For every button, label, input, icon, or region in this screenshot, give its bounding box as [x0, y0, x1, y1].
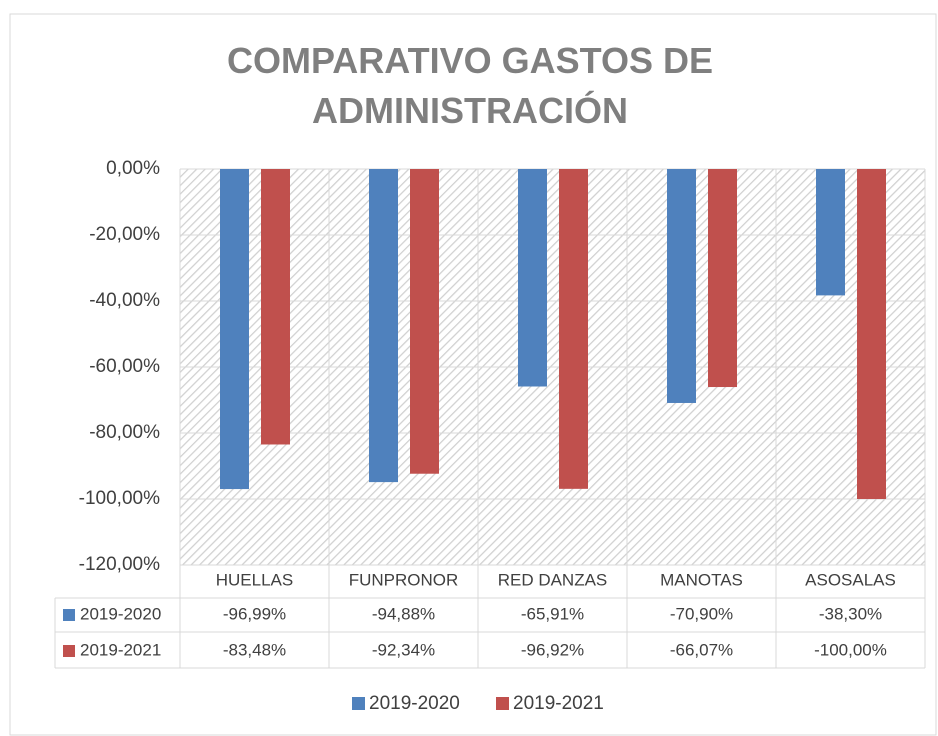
chart-title: COMPARATIVO GASTOS DE ADMINISTRACIÓN: [226, 40, 714, 131]
y-tick-label: 0,00%: [106, 158, 160, 179]
table-value: -94,88%: [372, 604, 435, 623]
table-value: -65,91%: [521, 604, 584, 623]
y-tick-label: -120,00%: [79, 554, 160, 575]
bar: [261, 169, 290, 445]
table-value: -92,34%: [372, 640, 435, 659]
table-legend-key: [63, 609, 75, 621]
category-label: ASOSALAS: [805, 570, 896, 589]
y-tick-label: -20,00%: [89, 224, 160, 245]
table-value: -100,00%: [814, 640, 887, 659]
bar: [667, 169, 696, 403]
bar: [518, 169, 547, 387]
table-value: -83,48%: [223, 640, 286, 659]
category-label: HUELLAS: [216, 570, 293, 589]
bar: [220, 169, 249, 490]
table-value: -66,07%: [670, 640, 733, 659]
y-tick-label: -80,00%: [89, 422, 160, 443]
legend-key: [352, 697, 365, 710]
table-series-name: 2019-2021: [80, 640, 161, 659]
bar: [816, 169, 845, 296]
bar: [369, 169, 398, 483]
bar: [410, 169, 439, 474]
bar: [559, 169, 588, 489]
category-label: MANOTAS: [660, 570, 743, 589]
legend-label: 2019-2021: [513, 693, 604, 714]
bar: [857, 169, 886, 499]
chart-border: [9, 13, 937, 736]
legend-label: 2019-2020: [369, 693, 460, 714]
category-label: FUNPRONOR: [349, 570, 459, 589]
table-value: -96,92%: [521, 640, 584, 659]
legend-key: [496, 697, 509, 710]
bar: [708, 169, 737, 388]
table-series-name: 2019-2020: [80, 604, 161, 623]
y-tick-label: -40,00%: [89, 290, 160, 311]
y-tick-label: -60,00%: [89, 356, 160, 377]
table-value: -96,99%: [223, 604, 286, 623]
y-tick-label: -100,00%: [79, 488, 160, 509]
category-label: RED DANZAS: [498, 570, 608, 589]
table-value: -38,30%: [819, 604, 882, 623]
table-legend-key: [63, 645, 75, 657]
table-value: -70,90%: [670, 604, 733, 623]
